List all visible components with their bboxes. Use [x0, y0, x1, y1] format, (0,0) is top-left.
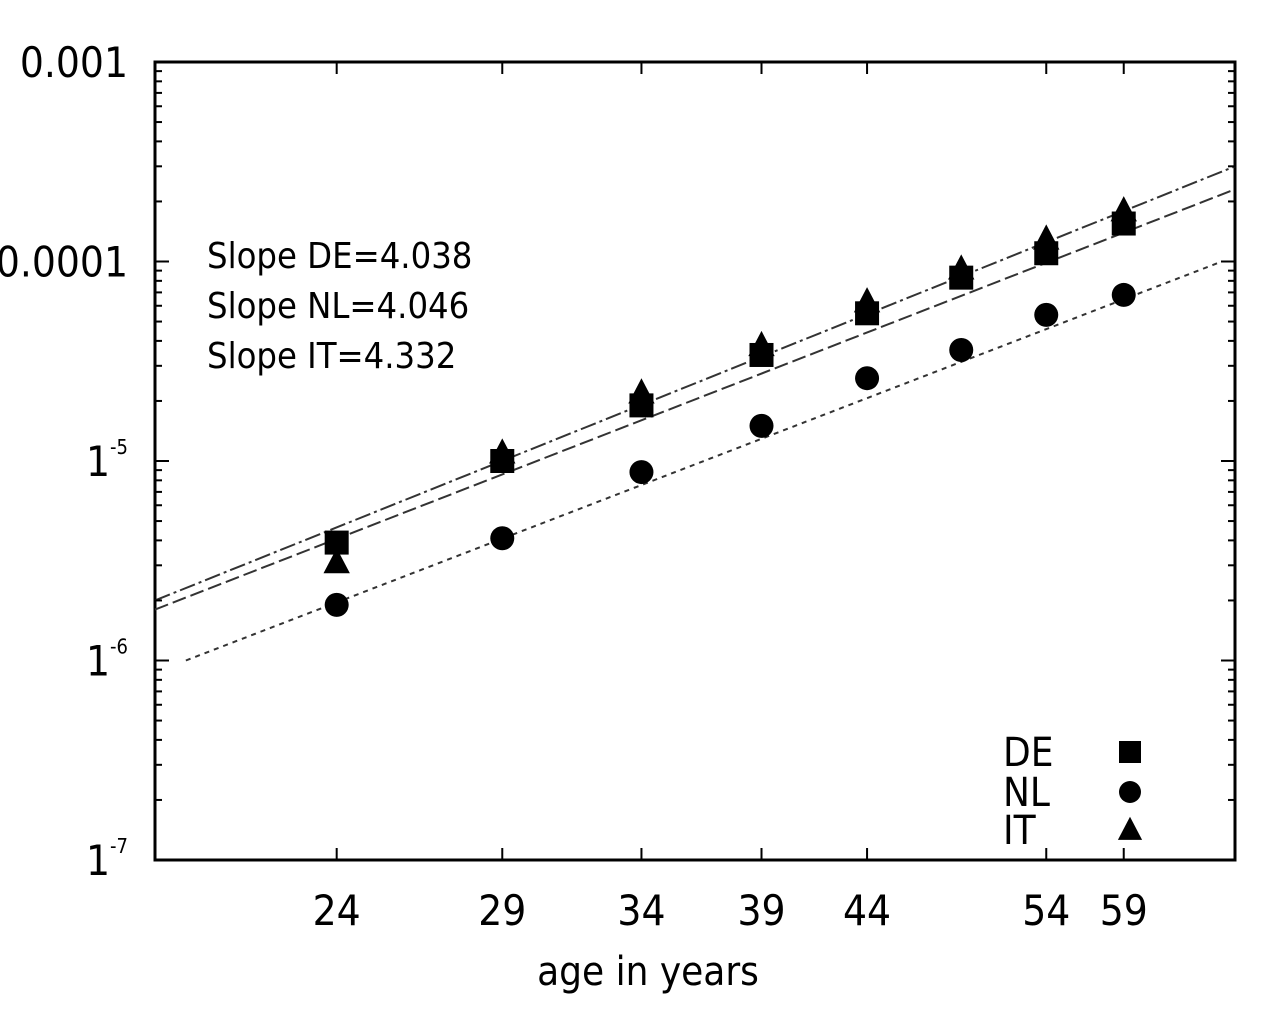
- data-point-it: [628, 378, 655, 404]
- y-tick-label-exponent: -6: [110, 635, 128, 659]
- data-point-nl: [949, 338, 974, 363]
- slope-annotation-de: Slope DE=4.038: [207, 236, 472, 277]
- y-tick-label-base: 0.001: [20, 38, 128, 87]
- y-tick-label-base: 1: [86, 637, 110, 686]
- y-tick-label: 1-7: [86, 834, 128, 885]
- plot-frame: [153, 60, 1237, 862]
- data-point-nl: [490, 526, 515, 551]
- data-point-it: [853, 287, 881, 313]
- x-tick-label: 59: [1100, 886, 1148, 935]
- data-point-it: [1033, 224, 1060, 250]
- legend-label-de: DE: [1003, 730, 1053, 776]
- data-point-it: [948, 254, 975, 280]
- slope-annotations: Slope DE=4.038 Slope NL=4.046 Slope IT=4…: [207, 236, 472, 377]
- x-tick-label: 54: [1022, 886, 1070, 935]
- axis-ticks: [155, 61, 1235, 861]
- slope-annotation-it: Slope IT=4.332: [207, 336, 456, 377]
- data-point-it: [489, 438, 516, 464]
- data-point-it: [323, 548, 350, 574]
- legend-marker-it: [1117, 816, 1143, 840]
- y-tick-label: 1-6: [86, 635, 128, 686]
- y-tick-label: 0.0001: [0, 238, 128, 287]
- legend-marker-de: [1119, 741, 1141, 763]
- x-tick-label: 24: [313, 886, 361, 935]
- x-axis-label: age in years: [537, 949, 759, 995]
- x-tick-labels: 24 29 34 39 44 54 59: [313, 886, 1148, 935]
- data-point-it: [748, 330, 775, 357]
- y-tick-label-base: 1: [86, 836, 110, 885]
- x-tick-label: 39: [737, 886, 785, 935]
- slope-annotation-nl: Slope NL=4.046: [207, 286, 469, 327]
- x-tick-label: 29: [478, 886, 526, 935]
- legend-label-it: IT: [1003, 808, 1037, 854]
- data-point-nl: [629, 460, 654, 485]
- data-point-nl: [749, 413, 774, 438]
- data-point-nl: [324, 592, 349, 617]
- y-tick-label: 1-5: [86, 435, 128, 486]
- data-point-it: [1110, 196, 1137, 222]
- fit-line-it: [154, 165, 1236, 602]
- data-point-nl: [1034, 302, 1059, 327]
- data-markers: [323, 196, 1137, 617]
- y-tick-label-base: 0.0001: [0, 238, 128, 287]
- y-tick-label: 0.001: [20, 38, 128, 87]
- data-point-nl: [1111, 282, 1136, 307]
- data-point-nl: [855, 366, 880, 391]
- legend-label-nl: NL: [1003, 770, 1050, 816]
- legend-marker-nl: [1119, 781, 1141, 803]
- x-tick-label: 34: [617, 886, 665, 935]
- y-tick-label-base: 1: [86, 437, 110, 486]
- y-tick-label-exponent: -7: [110, 834, 128, 858]
- y-tick-label-exponent: -5: [110, 435, 128, 459]
- x-tick-label: 44: [843, 886, 891, 935]
